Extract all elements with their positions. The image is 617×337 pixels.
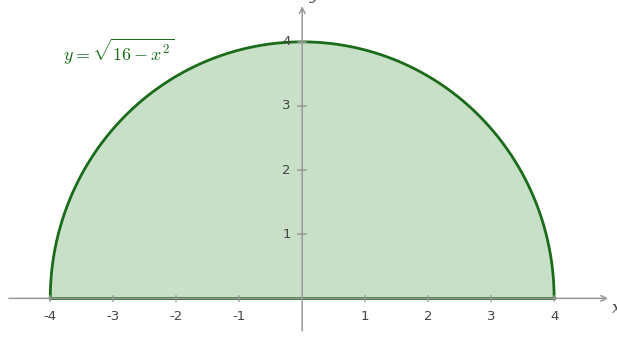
Polygon shape <box>50 42 554 298</box>
Text: x: x <box>612 300 617 317</box>
Text: 4: 4 <box>550 310 558 323</box>
Text: 3: 3 <box>283 99 291 113</box>
Text: 4: 4 <box>283 35 291 48</box>
Text: -1: -1 <box>233 310 246 323</box>
Text: $y = \sqrt{16 - x^2}$: $y = \sqrt{16 - x^2}$ <box>63 37 174 67</box>
Text: 3: 3 <box>487 310 495 323</box>
Text: 1: 1 <box>283 228 291 241</box>
Text: -2: -2 <box>170 310 183 323</box>
Text: -4: -4 <box>44 310 57 323</box>
Text: 1: 1 <box>361 310 370 323</box>
Text: 2: 2 <box>283 163 291 177</box>
Text: -3: -3 <box>107 310 120 323</box>
Text: y: y <box>310 0 319 3</box>
Text: 2: 2 <box>424 310 433 323</box>
